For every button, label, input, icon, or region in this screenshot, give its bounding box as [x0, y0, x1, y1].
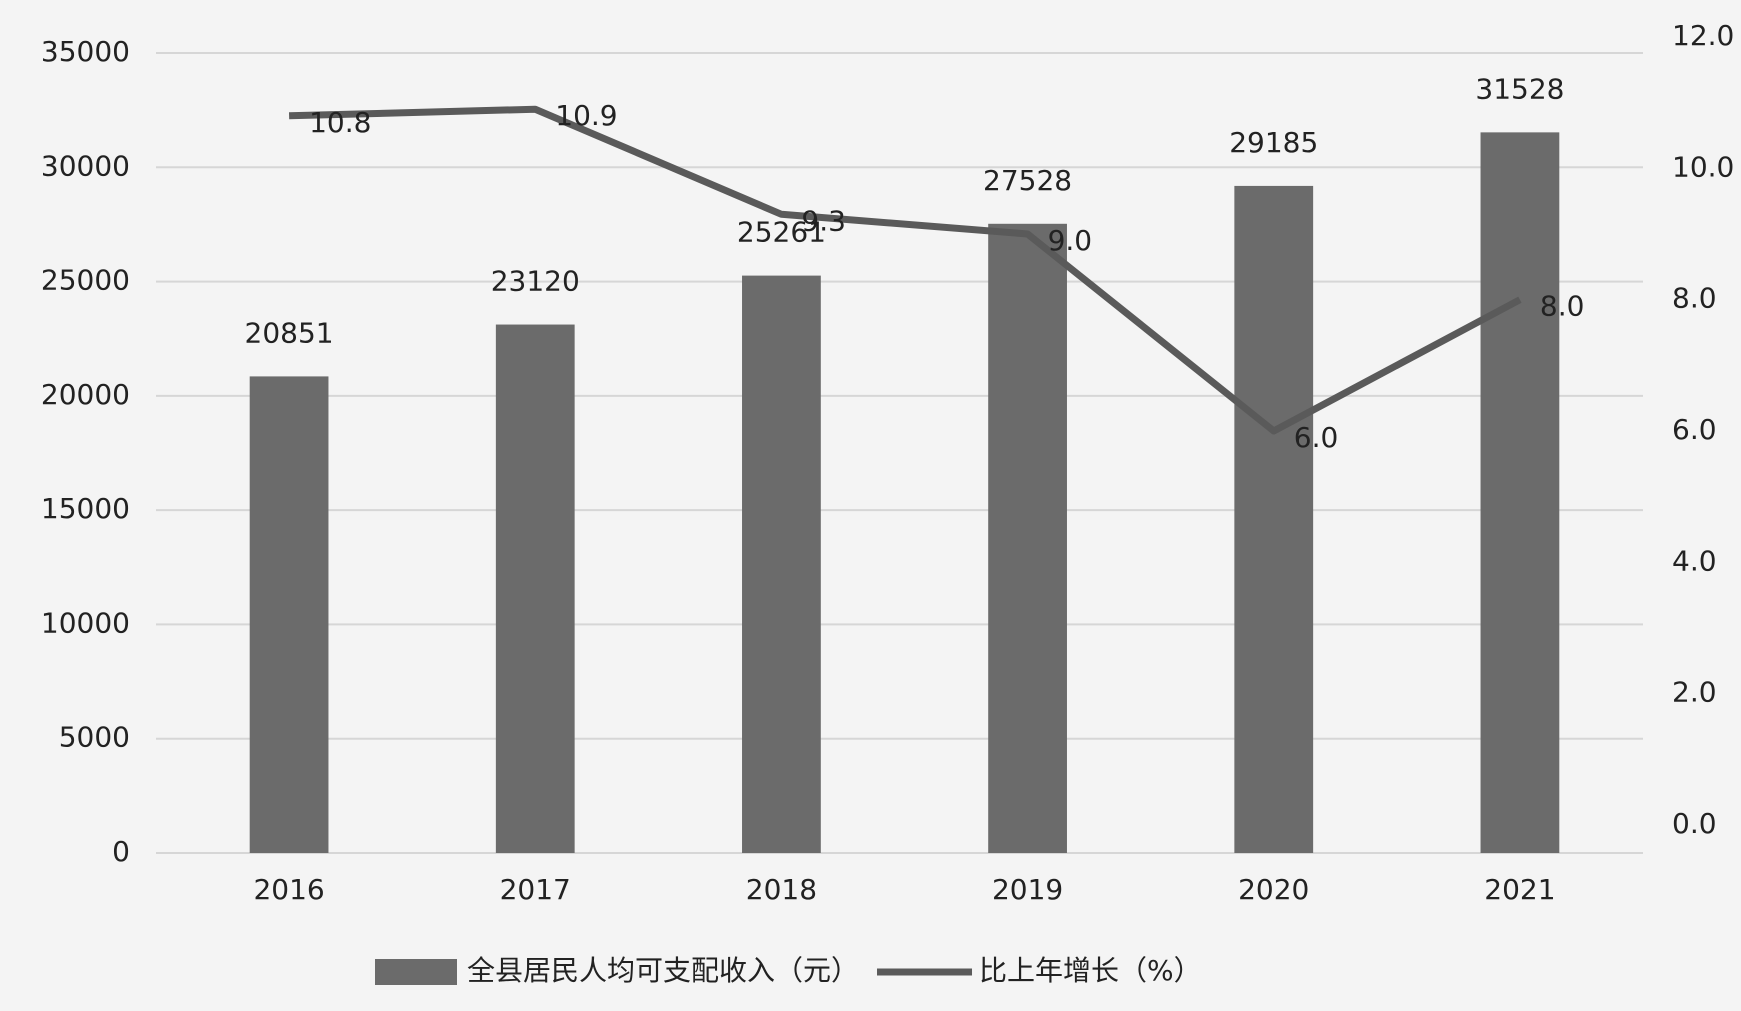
data-label: 29185: [1229, 126, 1318, 159]
bar: [988, 223, 1067, 853]
data-label: 20851: [245, 316, 334, 349]
x-tick-label: 2018: [746, 873, 817, 906]
data-label: 25261: [737, 216, 826, 249]
line-label: 9.3: [801, 204, 846, 237]
x-tick-label: 2016: [253, 873, 324, 906]
line: [288, 105, 1522, 435]
line-label: 6.0: [1294, 421, 1339, 454]
y-tick-label: 35000: [41, 35, 130, 68]
bar: [495, 324, 575, 853]
y2-tick-label: 6.0: [1672, 413, 1717, 446]
y-tick-label: 30000: [41, 149, 130, 182]
y2-tick-label: 0.0: [1672, 807, 1717, 840]
data-label: 23120: [491, 265, 580, 298]
y-tick-label: 5000: [59, 721, 130, 754]
x-tick-label: 2020: [1238, 873, 1309, 906]
line-label: 10.9: [555, 99, 617, 132]
legend-label: 比上年增长（%）: [979, 954, 1202, 987]
bar: [249, 376, 329, 853]
y-tick-label: 25000: [41, 264, 130, 297]
y2-tick-label: 8.0: [1672, 282, 1717, 315]
bar: [742, 275, 821, 853]
legend-label: 全县居民人均可支配收入（元）: [467, 954, 859, 987]
line-label: 9.0: [1048, 224, 1093, 257]
y-tick-label: 0: [112, 835, 130, 868]
x-tick-label: 2021: [1484, 873, 1555, 906]
line-label: 10.8: [309, 106, 371, 139]
y2-tick-label: 12.0: [1672, 19, 1734, 52]
y-tick-label: 10000: [41, 606, 130, 639]
y2-tick-label: 4.0: [1672, 544, 1717, 577]
legend-swatch: [375, 959, 457, 985]
y2-tick-label: 10.0: [1672, 150, 1734, 183]
y-tick-label: 20000: [41, 378, 130, 411]
x-tick-label: 2017: [500, 873, 571, 906]
data-label: 31528: [1475, 72, 1564, 105]
y2-tick-label: 2.0: [1672, 676, 1717, 709]
line-label: 8.0: [1540, 290, 1585, 323]
data-label: 27528: [983, 164, 1072, 197]
y-tick-label: 15000: [41, 492, 130, 525]
bar: [1480, 132, 1560, 854]
x-tick-label: 2019: [992, 873, 1063, 906]
bar: [1234, 185, 1314, 853]
